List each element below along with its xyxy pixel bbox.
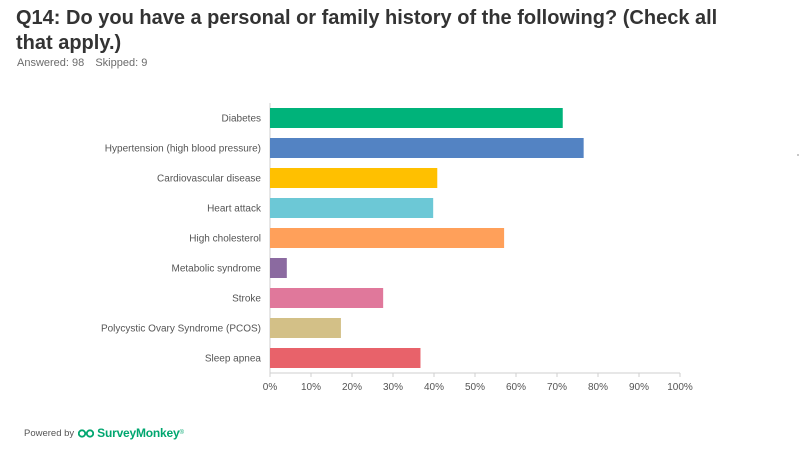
- x-tick-label: 10%: [301, 382, 321, 393]
- category-label: Cardiovascular disease: [157, 174, 261, 185]
- category-label: Hypertension (high blood pressure): [105, 144, 261, 155]
- x-tick-label: 20%: [342, 382, 362, 393]
- x-tick-label: 0%: [263, 382, 278, 393]
- x-tick-label: 70%: [547, 382, 567, 393]
- category-label: Diabetes: [222, 114, 261, 125]
- bar[interactable]: [270, 318, 341, 338]
- x-tick-label: 30%: [383, 382, 403, 393]
- powered-by-label: Powered by: [24, 427, 75, 439]
- bar[interactable]: [270, 288, 384, 308]
- bar[interactable]: [270, 228, 505, 248]
- edge-mark: [797, 154, 799, 156]
- bar[interactable]: [270, 198, 434, 218]
- category-label: Metabolic syndrome: [172, 264, 262, 275]
- category-label: Heart attack: [207, 204, 262, 215]
- x-tick-label: 100%: [667, 382, 693, 393]
- bar[interactable]: [270, 138, 584, 158]
- category-label: Polycystic Ovary Syndrome (PCOS): [101, 324, 261, 335]
- brand-name: SurveyMonkey: [97, 426, 180, 440]
- bar[interactable]: [270, 168, 438, 188]
- category-label: Stroke: [232, 294, 261, 305]
- answered-count: Answered: 98: [17, 57, 85, 69]
- bar[interactable]: [270, 348, 421, 368]
- response-stats: Answered: 98 Skipped: 9: [17, 57, 147, 69]
- x-tick-label: 80%: [588, 382, 608, 393]
- skipped-count: Skipped: 9: [95, 57, 148, 69]
- trademark-mark: ®: [179, 430, 184, 436]
- x-tick-label: 40%: [424, 382, 444, 393]
- footer: Powered by SurveyMonkey ®: [24, 426, 184, 440]
- category-label: High cholesterol: [189, 234, 261, 245]
- bar[interactable]: [270, 108, 563, 128]
- bar[interactable]: [270, 258, 287, 278]
- x-tick-label: 60%: [506, 382, 526, 393]
- category-label: Sleep apnea: [205, 354, 262, 365]
- surveymonkey-logo-icon: [78, 428, 95, 438]
- question-title: Q14: Do you have a personal or family hi…: [16, 7, 718, 54]
- x-tick-label: 50%: [465, 382, 485, 393]
- x-tick-label: 90%: [629, 382, 649, 393]
